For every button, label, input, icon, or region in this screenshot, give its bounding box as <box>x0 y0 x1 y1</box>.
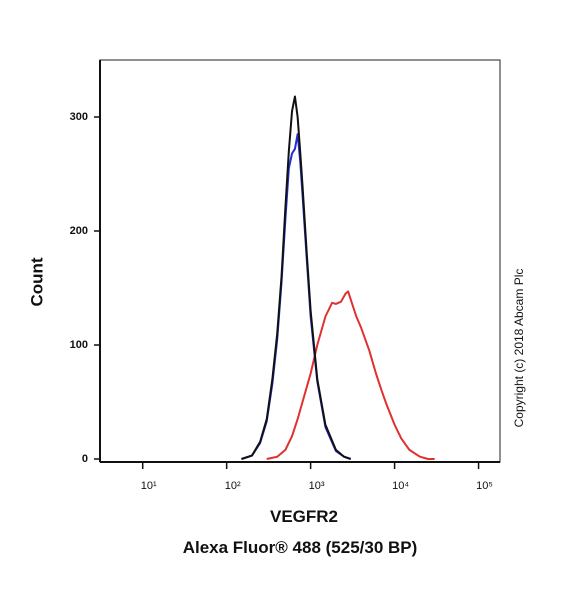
x-axis-label: VEGFR2 <box>270 507 338 526</box>
y-tick-label: 300 <box>70 111 88 123</box>
x-tick-label: 10¹ <box>141 480 157 492</box>
histogram-line <box>241 95 352 460</box>
y-tick-label: 0 <box>82 453 88 465</box>
histogram-line <box>266 290 435 460</box>
x-tick-label: 10⁴ <box>392 480 409 492</box>
copyright-annotation: Copyright (c) 2018 Abcam Plc <box>512 269 526 428</box>
y-tick-label: 200 <box>70 225 88 237</box>
y-axis-label: Count <box>27 257 46 306</box>
x-tick-label: 10³ <box>309 480 325 492</box>
x-tick-label: 10⁵ <box>476 480 493 492</box>
y-tick-label: 100 <box>70 339 88 351</box>
x-axis-sublabel: Alexa Fluor® 488 (525/30 BP) <box>183 538 418 557</box>
x-tick-label: 10² <box>225 480 241 492</box>
